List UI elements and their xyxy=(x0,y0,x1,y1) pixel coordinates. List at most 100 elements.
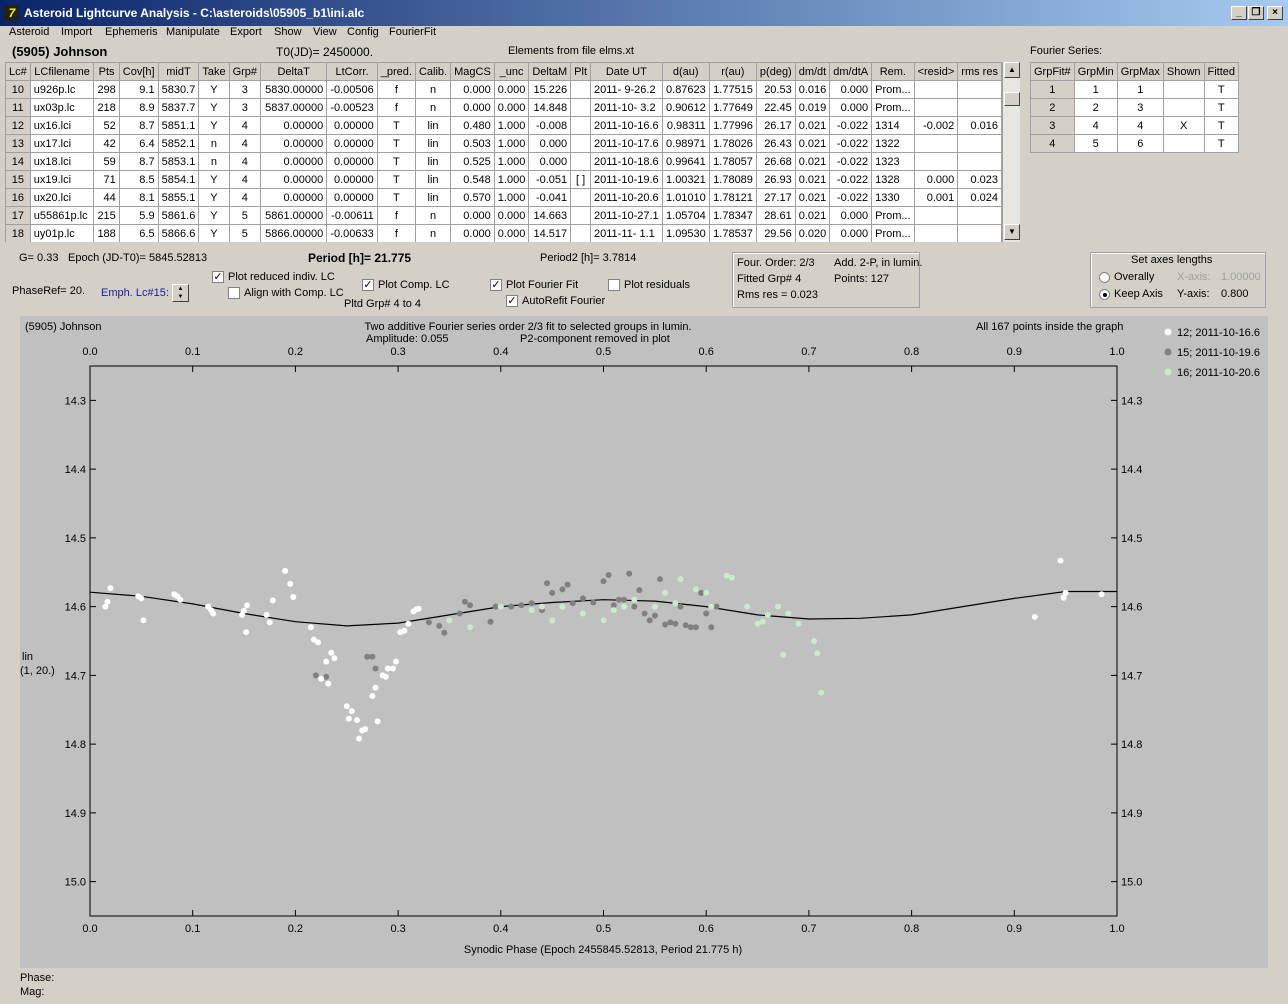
table-row[interactable]: 18 uy01p.lc 188 6.5 5866.6 Y 5 5866.00000 -0.006… xyxy=(5,224,1002,242)
table-cell[interactable]: 0.525 xyxy=(450,152,495,171)
lc-col-header[interactable]: Rem. xyxy=(871,62,915,81)
table-cell[interactable]: -0.022 xyxy=(829,170,873,189)
table-cell[interactable]: 0.000 xyxy=(913,170,959,189)
lc-col-header[interactable]: Grp# xyxy=(228,62,262,81)
table-row[interactable]: 10 u926p.lc 298 9.1 5830.7 Y 3 5830.00000 -0.005… xyxy=(5,80,1002,99)
lc-col-header[interactable]: Plt xyxy=(570,62,592,81)
table-cell[interactable]: 0.000 xyxy=(493,98,530,117)
table-cell[interactable]: T xyxy=(376,134,416,153)
table-cell[interactable]: Prom... xyxy=(871,80,915,99)
table-cell[interactable]: 5866.00000 xyxy=(260,224,328,242)
table-cell[interactable]: 5 xyxy=(228,224,262,242)
table-cell[interactable]: n xyxy=(414,80,452,99)
table-cell[interactable]: 1 xyxy=(1073,80,1118,99)
table-cell[interactable]: 0.021 xyxy=(794,206,831,225)
table-cell[interactable]: 52 xyxy=(93,116,120,135)
table-cell[interactable]: 15.226 xyxy=(528,80,572,99)
scroll-down-button[interactable]: ▼ xyxy=(1004,224,1020,240)
lc-col-header[interactable]: d(au) xyxy=(661,62,710,81)
menu-import[interactable]: Import xyxy=(61,26,93,38)
table-cell[interactable]: 26.43 xyxy=(755,134,796,153)
table-cell[interactable]: 5855.1 xyxy=(157,188,200,207)
table-cell[interactable]: 0.000 xyxy=(450,80,495,99)
table-cell[interactable]: 0.016 xyxy=(957,116,1002,135)
table-cell[interactable]: 5861.00000 xyxy=(260,206,328,225)
restore-button[interactable]: ❐ xyxy=(1248,6,1264,20)
table-cell[interactable]: 2011-10-27.1 xyxy=(590,206,663,225)
lc-col-header[interactable]: Lc# xyxy=(5,62,31,81)
table-cell[interactable]: n xyxy=(414,224,452,242)
table-cell[interactable]: 0.020 xyxy=(794,224,831,242)
table-cell[interactable]: 1.77996 xyxy=(708,116,757,135)
table-cell[interactable]: n xyxy=(414,98,452,117)
table-cell[interactable] xyxy=(570,152,592,171)
table-row[interactable]: 11 ux03p.lc 218 8.9 5837.7 Y 3 5837.00000 -0.005… xyxy=(5,98,1002,117)
table-cell[interactable]: T xyxy=(1203,98,1240,117)
table-cell[interactable]: 4 xyxy=(1116,116,1164,135)
table-cell[interactable] xyxy=(1162,134,1205,153)
table-cell[interactable]: -0.022 xyxy=(829,134,873,153)
table-cell[interactable]: 1330 xyxy=(871,188,915,207)
table-cell[interactable]: 1.000 xyxy=(493,170,530,189)
lc-col-header[interactable]: _unc xyxy=(493,62,530,81)
row-header[interactable]: 15 xyxy=(5,170,31,189)
scroll-thumb[interactable] xyxy=(1004,92,1020,106)
table-cell[interactable] xyxy=(913,152,959,171)
table-cell[interactable]: lin xyxy=(414,134,452,153)
table-cell[interactable]: 0.000 xyxy=(450,224,495,242)
table-cell[interactable]: 0.00000 xyxy=(326,188,378,207)
table-cell[interactable] xyxy=(913,80,959,99)
y-axis-value[interactable]: 0.800 xyxy=(1221,288,1249,300)
plot-reduced-checkbox[interactable]: ✓ Plot reduced indiv. LC xyxy=(212,271,335,284)
table-cell[interactable]: ux18.lci xyxy=(29,152,95,171)
table-cell[interactable]: 44 xyxy=(93,188,120,207)
table-cell[interactable] xyxy=(913,206,959,225)
table-cell[interactable]: 2011-10-19.6 xyxy=(590,170,663,189)
table-cell[interactable]: T xyxy=(1203,80,1240,99)
table-cell[interactable]: 0.00000 xyxy=(326,134,378,153)
table-cell[interactable]: 26.93 xyxy=(755,170,796,189)
table-cell[interactable]: 14.663 xyxy=(528,206,572,225)
table-cell[interactable]: 5837.7 xyxy=(157,98,200,117)
lc-col-header[interactable]: Pts xyxy=(93,62,120,81)
table-cell[interactable]: lin xyxy=(414,170,452,189)
close-button[interactable]: × xyxy=(1267,6,1283,20)
table-cell[interactable]: u55861p.lc xyxy=(29,206,95,225)
table-cell[interactable]: 0.000 xyxy=(450,206,495,225)
row-header[interactable]: 14 xyxy=(5,152,31,171)
table-cell[interactable]: uy01p.lc xyxy=(29,224,95,242)
table-cell[interactable]: 0.548 xyxy=(450,170,495,189)
lc-col-header[interactable]: r(au) xyxy=(708,62,757,81)
table-cell[interactable]: ux03p.lc xyxy=(29,98,95,117)
table-cell[interactable]: 0.021 xyxy=(794,116,831,135)
table-cell[interactable]: lin xyxy=(414,116,452,135)
table-cell[interactable]: -0.00506 xyxy=(326,80,378,99)
table-cell[interactable]: 8.7 xyxy=(118,116,159,135)
table-cell[interactable]: 3 xyxy=(228,80,262,99)
table-cell[interactable]: 5851.1 xyxy=(157,116,200,135)
fourier-col-header[interactable]: Shown xyxy=(1162,62,1205,81)
table-cell[interactable]: 0.019 xyxy=(794,98,831,117)
table-cell[interactable]: [ ] xyxy=(570,170,592,189)
table-cell[interactable] xyxy=(957,206,1002,225)
table-cell[interactable]: 5830.00000 xyxy=(260,80,328,99)
table-cell[interactable]: 5837.00000 xyxy=(260,98,328,117)
minimize-button[interactable]: _ xyxy=(1231,6,1247,20)
lc-col-header[interactable]: LCfilename xyxy=(29,62,95,81)
row-header[interactable]: 16 xyxy=(5,188,31,207)
menu-config[interactable]: Config xyxy=(347,26,379,38)
table-cell[interactable]: lin xyxy=(414,152,452,171)
autorefit-checkbox[interactable]: ✓ AutoRefit Fourier xyxy=(506,295,606,308)
table-cell[interactable]: 2011-10-20.6 xyxy=(590,188,663,207)
table-cell[interactable]: 14.848 xyxy=(528,98,572,117)
table-cell[interactable]: T xyxy=(376,170,416,189)
table-cell[interactable]: 4 xyxy=(228,170,262,189)
menu-view[interactable]: View xyxy=(313,26,337,38)
table-cell[interactable]: T xyxy=(376,152,416,171)
table-cell[interactable]: 0.016 xyxy=(794,80,831,99)
table-cell[interactable]: 59 xyxy=(93,152,120,171)
table-cell[interactable]: Y xyxy=(198,98,230,117)
